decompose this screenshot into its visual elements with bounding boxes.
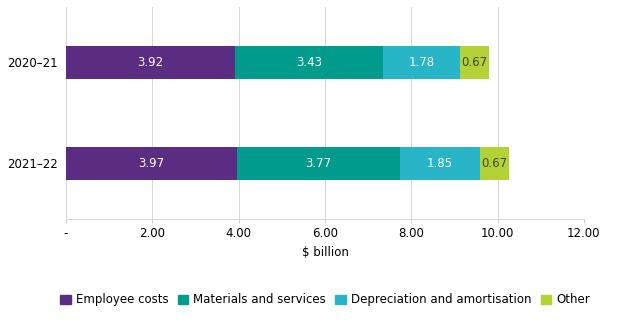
Text: 3.92: 3.92 [138, 56, 164, 69]
Text: 3.77: 3.77 [306, 157, 332, 170]
Text: 0.67: 0.67 [481, 157, 507, 170]
Bar [383, 46, 460, 79]
X-axis label: $ billion: $ billion [301, 246, 348, 259]
Text: 3.97: 3.97 [139, 157, 165, 170]
Bar [235, 46, 383, 79]
Bar [66, 46, 235, 79]
Bar [480, 147, 509, 180]
Bar [400, 147, 480, 180]
Bar [460, 46, 489, 79]
Text: 3.43: 3.43 [296, 56, 322, 69]
Bar [66, 147, 237, 180]
Text: 1.85: 1.85 [427, 157, 453, 170]
Legend: Employee costs, Materials and services, Depreciation and amortisation, Other: Employee costs, Materials and services, … [56, 289, 595, 311]
Bar [237, 147, 400, 180]
Text: 0.67: 0.67 [461, 56, 487, 69]
Text: 1.78: 1.78 [409, 56, 435, 69]
